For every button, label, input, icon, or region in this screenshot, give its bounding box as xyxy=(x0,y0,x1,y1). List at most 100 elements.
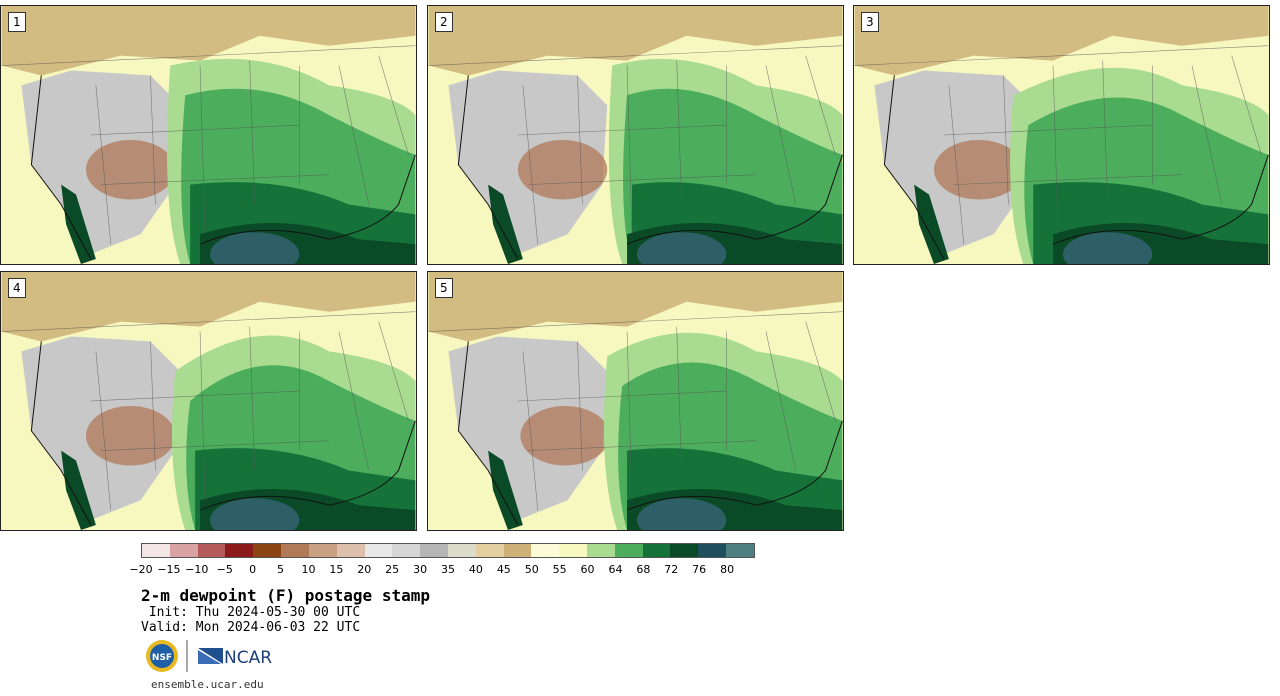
boundary-line xyxy=(249,60,255,205)
colorbar-segment xyxy=(559,544,587,557)
gulf-of-mexico xyxy=(637,232,727,264)
boundary-line xyxy=(1191,65,1223,205)
colorbar-segment xyxy=(698,544,727,557)
desert-southwest-region xyxy=(933,139,1024,200)
colorbar-segment xyxy=(336,544,365,557)
nsf-logo: NSF xyxy=(146,640,178,672)
colorbar-tick: 76 xyxy=(692,563,707,576)
colorbar-segment xyxy=(169,544,198,557)
panel-number-label: 4 xyxy=(8,278,26,298)
gulf-of-mexico xyxy=(210,232,300,264)
colorbar-segment xyxy=(447,544,476,557)
mexico-coast-region xyxy=(488,450,523,530)
colorbar-tick: 35 xyxy=(441,563,455,576)
boundary-line xyxy=(626,331,633,501)
boundary-line xyxy=(676,60,682,205)
pacific-ocean xyxy=(854,174,925,264)
dewpoint-map-1 xyxy=(1,6,416,264)
pacific-ocean xyxy=(1,440,72,530)
boundary-line xyxy=(527,440,757,451)
dewpoint-map-5 xyxy=(428,272,843,530)
mexico-coast-region xyxy=(488,184,523,264)
map-panel-5: 5 xyxy=(427,271,844,531)
boundary-line xyxy=(805,321,836,421)
coastline xyxy=(457,75,843,260)
pacific-ocean xyxy=(1,174,72,264)
colorbar-tick: 25 xyxy=(385,563,400,576)
boundary-line xyxy=(854,45,1269,66)
colorbar-tick: −20 xyxy=(129,563,153,576)
colorbar-segment xyxy=(531,544,560,557)
boundary-line xyxy=(805,55,836,155)
boundary-line xyxy=(150,75,156,205)
dewpoint-colorbar xyxy=(141,543,755,558)
canada-dry-region xyxy=(1,6,416,76)
canada-dry-region xyxy=(428,6,843,76)
boundary-line xyxy=(517,124,727,136)
boundary-line xyxy=(90,124,300,136)
mexico-coast-region xyxy=(61,184,96,264)
boundary-line xyxy=(765,331,797,471)
plot-title: 2-m dewpoint (F) postage stamp xyxy=(141,586,430,605)
nsf-logo-text: NSF xyxy=(152,653,172,663)
pacific-ocean xyxy=(428,440,499,530)
colorbar-tick: −15 xyxy=(157,563,181,576)
map-panel-1: 1 xyxy=(0,5,417,265)
coastline xyxy=(30,341,416,526)
colorbar-segment xyxy=(142,544,170,557)
mexico-coast-region xyxy=(61,450,96,530)
colorbar-segment xyxy=(308,544,337,557)
colorbar-segment xyxy=(281,544,309,557)
boundary-line xyxy=(517,390,727,402)
boundary-line xyxy=(378,55,409,155)
boundary-line xyxy=(626,65,633,235)
init-time: Init: Thu 2024-05-30 00 UTC xyxy=(141,605,361,620)
colorbar-segment xyxy=(587,544,615,557)
colorbar-tick: 5 xyxy=(277,563,285,576)
boundary-line xyxy=(338,65,370,205)
boundary-line xyxy=(522,85,539,245)
colorbar-segment xyxy=(225,544,254,557)
ncar-logo: NCAR xyxy=(198,648,272,668)
colorbar-tick: 80 xyxy=(720,563,735,576)
boundary-line xyxy=(100,440,330,451)
boundary-line xyxy=(948,85,965,245)
boundary-line xyxy=(577,341,583,471)
colorbar-tick: 45 xyxy=(496,563,511,576)
desert-southwest-region xyxy=(85,139,176,200)
colorbar-tick: 30 xyxy=(413,563,428,576)
colorbar-tick: 72 xyxy=(664,563,679,576)
boundary-line xyxy=(765,65,797,205)
site-url: ensemble.ucar.edu xyxy=(151,678,264,691)
colorbar-segment xyxy=(253,544,282,557)
boundary-line xyxy=(1003,75,1009,205)
colorbar-tick: 0 xyxy=(249,563,257,576)
colorbar-tick: 68 xyxy=(636,563,651,576)
boundary-line xyxy=(249,326,255,471)
colorbar-tick: 15 xyxy=(329,563,344,576)
boundary-line xyxy=(90,390,300,402)
boundary-line xyxy=(428,311,843,332)
boundary-line xyxy=(522,351,539,511)
dewpoint-map-4 xyxy=(1,272,416,530)
boundary-line xyxy=(378,321,409,421)
valid-time: Valid: Mon 2024-06-03 22 UTC xyxy=(141,620,361,635)
boundary-line xyxy=(199,331,206,501)
boundary-line xyxy=(1102,60,1108,205)
pacific-ocean xyxy=(428,174,499,264)
gulf-of-mexico xyxy=(637,498,727,530)
colorbar-segment xyxy=(475,544,504,557)
colorbar-tick: 10 xyxy=(301,563,316,576)
colorbar-segment xyxy=(392,544,421,557)
colorbar-segment xyxy=(726,544,754,557)
boundary-line xyxy=(100,174,330,185)
boundary-line xyxy=(1,311,416,332)
colorbar-tick: 50 xyxy=(524,563,539,576)
colorbar-segment xyxy=(670,544,699,557)
coastline xyxy=(30,75,416,260)
panel-number-label: 2 xyxy=(435,12,453,32)
desert-southwest-region xyxy=(85,405,176,466)
panel-number-label: 5 xyxy=(435,278,453,298)
colorbar-segment xyxy=(364,544,393,557)
colorbar-tick-labels: −20 −15 −10 −5 0 5 10 15 20 25 30 35 40 45 50 55 60 64 68 7… xyxy=(129,563,755,577)
